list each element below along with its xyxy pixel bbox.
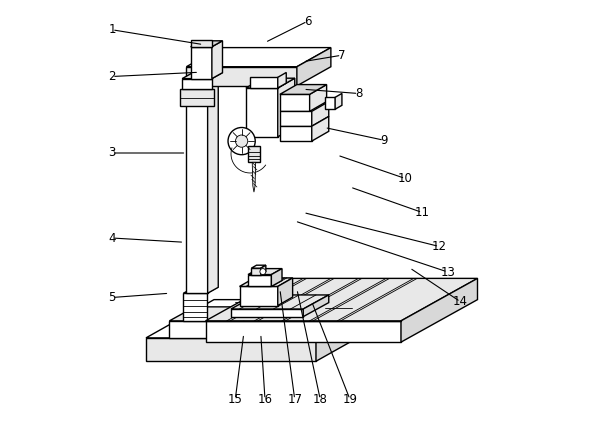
Text: 11: 11 [415,206,430,219]
Text: 1: 1 [108,23,116,36]
Text: 8: 8 [355,87,362,100]
Polygon shape [303,295,329,317]
Polygon shape [297,48,331,86]
Text: 2: 2 [108,70,116,83]
Polygon shape [277,78,295,137]
Circle shape [228,128,255,155]
Polygon shape [191,41,222,47]
Polygon shape [187,89,208,293]
Polygon shape [261,265,266,275]
Polygon shape [187,67,297,86]
Text: 5: 5 [108,291,115,304]
Circle shape [236,135,248,147]
Text: 7: 7 [338,49,345,62]
Polygon shape [252,162,256,192]
Polygon shape [335,94,342,109]
Polygon shape [280,94,310,111]
Text: 16: 16 [258,393,273,406]
Polygon shape [231,309,303,317]
Polygon shape [187,48,331,67]
Polygon shape [180,89,214,106]
Polygon shape [312,102,329,126]
Polygon shape [277,278,292,306]
Polygon shape [184,293,207,321]
Polygon shape [182,73,222,79]
Text: 14: 14 [453,295,468,308]
Polygon shape [250,77,277,88]
Text: 4: 4 [108,232,116,244]
Text: 17: 17 [287,393,302,406]
Polygon shape [277,72,286,88]
Polygon shape [184,287,218,293]
Polygon shape [246,88,277,137]
Polygon shape [169,307,244,321]
Polygon shape [251,265,266,268]
Polygon shape [218,307,244,338]
Text: 12: 12 [432,240,447,253]
Polygon shape [401,278,477,342]
Polygon shape [182,79,212,89]
Bar [248,146,260,162]
Polygon shape [248,269,282,275]
Text: 6: 6 [304,15,311,28]
Polygon shape [191,40,212,47]
Polygon shape [325,97,335,109]
Polygon shape [248,275,271,286]
Polygon shape [231,295,329,309]
Polygon shape [246,78,295,88]
Text: 19: 19 [343,393,358,406]
Polygon shape [271,269,282,286]
Polygon shape [206,278,477,321]
Polygon shape [280,85,327,94]
Polygon shape [169,321,218,338]
Polygon shape [206,321,401,342]
Polygon shape [251,268,261,275]
Circle shape [260,269,266,275]
Text: 9: 9 [380,134,388,147]
Text: 18: 18 [313,393,328,406]
Polygon shape [146,338,316,361]
Polygon shape [316,300,384,361]
Polygon shape [208,83,218,293]
Polygon shape [191,47,212,79]
Text: 13: 13 [440,266,455,278]
Polygon shape [310,85,327,111]
Polygon shape [280,126,312,141]
Text: 10: 10 [398,172,413,185]
Text: 15: 15 [228,393,243,406]
Polygon shape [240,286,277,306]
Polygon shape [212,41,222,79]
Polygon shape [146,300,384,338]
Polygon shape [280,111,312,126]
Polygon shape [312,116,329,141]
Polygon shape [240,278,292,286]
Text: 3: 3 [108,147,115,159]
